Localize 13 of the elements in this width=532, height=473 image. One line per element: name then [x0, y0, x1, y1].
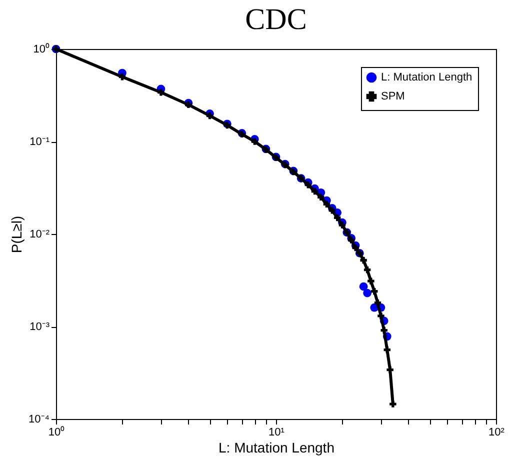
x-tick-label: 10¹ [268, 426, 285, 438]
y-tick-label: 10⁰ [33, 42, 50, 56]
y-tick-label: 10⁻⁴ [28, 414, 50, 426]
x-tick-label: 10² [488, 426, 505, 438]
y-tick-label: 10⁻¹ [30, 136, 50, 148]
y-axis-title: P(L≥l) [8, 216, 25, 254]
legend-label: SPM [381, 90, 405, 102]
chart-title: CDC [245, 3, 307, 36]
x-axis-title: L: Mutation Length [218, 440, 334, 456]
y-tick-label: 10⁻³ [30, 321, 50, 333]
legend-label: L: Mutation Length [381, 72, 472, 84]
y-tick-label: 10⁻² [30, 228, 50, 240]
x-tick-label: 10⁰ [48, 426, 65, 438]
